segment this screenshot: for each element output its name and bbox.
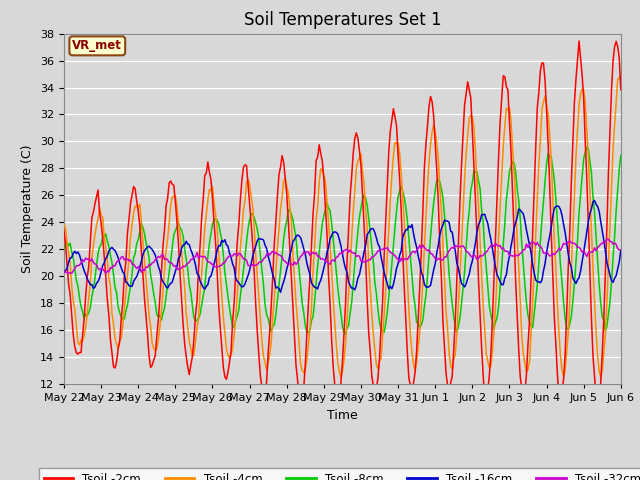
X-axis label: Time: Time [327,408,358,421]
Text: VR_met: VR_met [72,39,122,52]
Title: Soil Temperatures Set 1: Soil Temperatures Set 1 [244,11,441,29]
Y-axis label: Soil Temperature (C): Soil Temperature (C) [22,144,35,273]
Legend: Tsoil -2cm, Tsoil -4cm, Tsoil -8cm, Tsoil -16cm, Tsoil -32cm: Tsoil -2cm, Tsoil -4cm, Tsoil -8cm, Tsoi… [39,468,640,480]
